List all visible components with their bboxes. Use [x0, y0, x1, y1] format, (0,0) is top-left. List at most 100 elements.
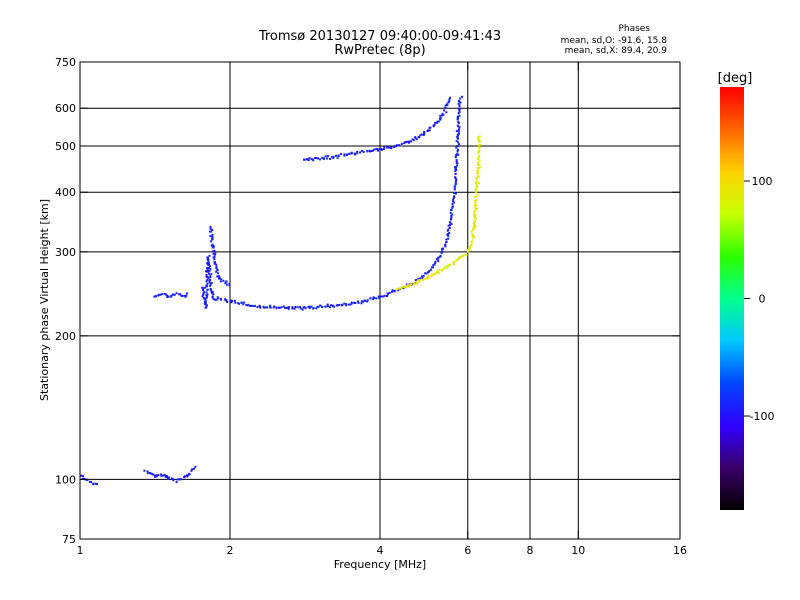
echo-point: [205, 275, 208, 278]
echo-point: [447, 237, 450, 240]
echo-point: [453, 188, 456, 191]
echo-point: [462, 254, 465, 257]
echo-point: [447, 224, 450, 227]
echo-point: [423, 277, 426, 280]
echo-point: [433, 123, 436, 126]
echo-point: [421, 276, 424, 279]
echo-point: [328, 306, 331, 309]
echo-point: [303, 306, 306, 309]
echo-point: [204, 303, 207, 306]
echo-point: [166, 477, 169, 480]
echo-point: [163, 474, 166, 476]
echo-point: [473, 200, 476, 203]
echo-point: [184, 475, 186, 478]
echo-point: [454, 260, 457, 263]
echo-point: [474, 207, 477, 210]
echo-point: [193, 467, 196, 470]
echo-point: [455, 154, 458, 157]
echo-point: [449, 224, 451, 227]
x-tick-label: 10: [571, 544, 585, 557]
echo-point: [434, 121, 437, 124]
echo-point: [439, 114, 442, 117]
echo-point: [157, 474, 160, 477]
echo-point: [441, 247, 444, 250]
echo-point: [206, 262, 209, 265]
echo-point: [164, 475, 167, 478]
echo-point: [452, 198, 455, 201]
echo-point: [464, 253, 467, 256]
echo-point: [263, 306, 266, 309]
echo-point: [206, 267, 209, 270]
echo-point: [445, 238, 448, 241]
echo-point: [188, 472, 191, 475]
echo-point: [204, 270, 207, 273]
echo-point: [408, 285, 411, 288]
echo-point: [212, 293, 215, 296]
echo-point: [475, 217, 477, 220]
echo-point: [159, 293, 162, 296]
echo-point: [448, 232, 451, 234]
echo-point: [429, 268, 432, 271]
echo-point: [208, 254, 211, 257]
echo-point: [450, 208, 453, 211]
echo-point: [366, 299, 369, 302]
echo-point: [430, 273, 433, 276]
echo-point: [363, 299, 366, 302]
echo-point: [161, 292, 164, 295]
axis-ticks: 1 2 4 6 8 10 16 75 100 200 300 400 500 600 750: [55, 56, 687, 557]
echo-point: [474, 220, 477, 222]
echo-point: [82, 475, 84, 478]
echo-point: [280, 306, 283, 309]
echo-point: [176, 478, 179, 481]
echo-point: [428, 275, 431, 277]
echo-point: [443, 109, 445, 112]
echo-point: [155, 295, 157, 298]
echo-point: [474, 187, 477, 190]
echo-point: [473, 225, 476, 228]
echo-point: [418, 136, 421, 139]
echo-point: [211, 235, 214, 238]
echo-point: [175, 292, 178, 295]
echo-point: [421, 133, 423, 136]
echo-point: [167, 295, 170, 298]
echo-point: [396, 287, 399, 290]
echo-point: [209, 267, 212, 270]
echo-point: [256, 306, 259, 309]
echo-point: [433, 263, 436, 266]
echo-point: [424, 272, 427, 275]
echo-point: [180, 294, 183, 297]
echo-point: [205, 274, 208, 276]
grid-lines: [80, 62, 680, 539]
echo-point: [414, 279, 417, 282]
echo-point: [308, 307, 311, 310]
echo-point: [436, 121, 438, 124]
echo-point: [474, 191, 477, 194]
echo-point: [403, 286, 406, 289]
echo-point: [418, 279, 421, 281]
echo-point: [386, 292, 389, 295]
echo-point: [209, 265, 211, 268]
y-tick-label: 400: [55, 186, 76, 199]
echo-point: [448, 98, 451, 101]
echo-point: [366, 300, 369, 303]
echo-point: [426, 277, 429, 280]
echo-point: [343, 153, 346, 156]
echo-point: [448, 221, 451, 224]
echo-point: [259, 306, 262, 309]
echo-point: [452, 205, 454, 208]
echo-point: [456, 150, 459, 153]
echo-point: [155, 474, 158, 477]
echo-point: [458, 143, 461, 146]
echo-point: [282, 305, 285, 308]
echo-point: [205, 304, 208, 307]
echo-point: [452, 196, 455, 199]
echo-point: [293, 307, 296, 310]
echo-point: [211, 238, 214, 241]
echo-point: [430, 274, 433, 277]
echo-point: [194, 465, 197, 468]
echo-point: [286, 306, 289, 309]
echo-point: [228, 282, 231, 285]
echo-point: [438, 268, 441, 271]
echo-point: [211, 296, 214, 299]
echo-point: [187, 474, 190, 476]
